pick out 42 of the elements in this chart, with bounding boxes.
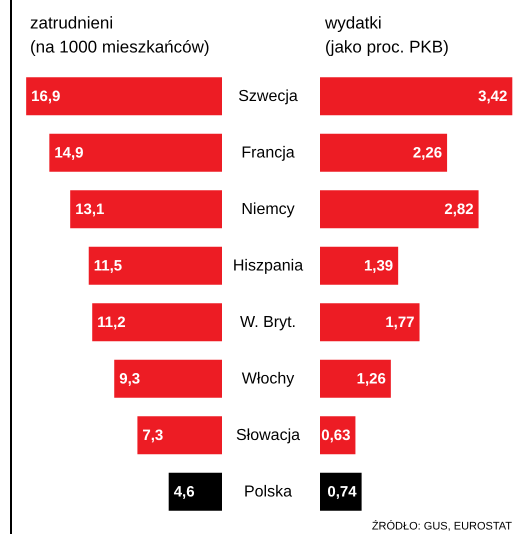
data-label: 13,1 bbox=[75, 200, 104, 218]
bar bbox=[320, 303, 420, 342]
data-label: 7,3 bbox=[142, 426, 164, 444]
bar bbox=[137, 416, 222, 454]
text: ŹRÓDŁO: GUS, EUROSTAT bbox=[372, 520, 512, 532]
data-label: 11,2 bbox=[97, 314, 126, 331]
bar bbox=[26, 77, 222, 116]
data-label: 1,77 bbox=[385, 314, 415, 331]
bar bbox=[70, 190, 222, 228]
y-tick-label: Szwecja bbox=[238, 88, 298, 105]
chart-title: wydatki (jako proc. PKB) bbox=[324, 14, 449, 56]
bar bbox=[88, 246, 222, 285]
bar bbox=[320, 246, 398, 285]
data-label: 11,5 bbox=[94, 257, 122, 274]
bar bbox=[92, 303, 222, 342]
bar bbox=[320, 134, 448, 172]
y-tick-label: Polska bbox=[244, 483, 292, 500]
data-label: 2,26 bbox=[412, 144, 442, 162]
y-tick-label: Słowacja bbox=[236, 426, 300, 444]
y-tick-label: Niemcy bbox=[241, 200, 295, 218]
data-label: 1,39 bbox=[364, 257, 394, 274]
y-tick-label: W. Bryt. bbox=[240, 314, 296, 331]
bar bbox=[320, 472, 362, 511]
data-label: 3,42 bbox=[478, 88, 508, 105]
data-label: 2,82 bbox=[444, 200, 474, 218]
bar bbox=[168, 472, 222, 511]
data-label: 14,9 bbox=[54, 144, 84, 162]
data-label: 9,3 bbox=[119, 370, 140, 388]
chart-title: zatrudnieni (na 1000 mieszkańców) bbox=[30, 14, 210, 56]
data-label: 1,26 bbox=[356, 370, 386, 388]
bar bbox=[320, 77, 512, 116]
bar bbox=[320, 190, 479, 228]
y-tick-label: Francja bbox=[241, 144, 295, 162]
data-label: 4,6 bbox=[174, 483, 195, 500]
bar bbox=[320, 360, 391, 398]
y-tick-label: Hiszpania bbox=[232, 257, 304, 274]
bar bbox=[49, 134, 222, 172]
data-label: 16,9 bbox=[31, 88, 60, 105]
data-label: 0,63 bbox=[321, 426, 350, 444]
y-tick-label: Włochy bbox=[242, 370, 294, 388]
data-label: 0,74 bbox=[327, 483, 358, 500]
bar bbox=[114, 360, 222, 398]
